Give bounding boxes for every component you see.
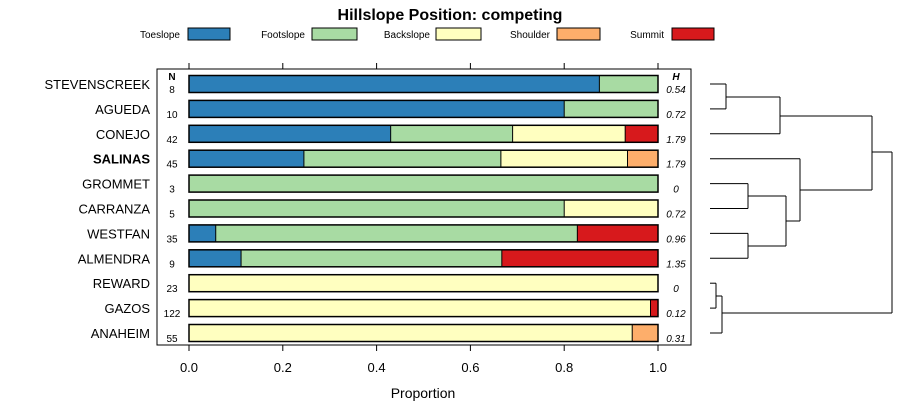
bar-outline-stevenscreek (188, 74, 659, 94)
category-label-westfan: WESTFAN (87, 226, 150, 241)
x-tick-label: 1.0 (649, 360, 667, 375)
bar-outline-conejo (188, 124, 659, 144)
h-label-agueda: 0.72 (666, 110, 686, 121)
n-label-grommet: 3 (169, 185, 175, 196)
category-label-reward: REWARD (93, 276, 150, 291)
legend-swatch-backslope (435, 27, 482, 41)
panel-frame (156, 68, 692, 346)
n-label-gazos: 122 (164, 309, 181, 320)
legend-label-backslope: Backslope (384, 30, 431, 41)
bar-segment-westfan-toeslope (189, 224, 216, 242)
legend-label-shoulder: Shoulder (510, 30, 551, 41)
h-label-conejo: 1.79 (666, 135, 686, 146)
category-label-stevenscreek: STEVENSCREEK (45, 77, 151, 92)
h-header: H (672, 72, 680, 83)
x-tick-label: 0.6 (461, 360, 479, 375)
legend-swatch-shoulder (556, 27, 601, 41)
legend: Toeslope Footslope Backslope Shoulder Summit (140, 27, 715, 41)
category-label-grommet: GROMMET (82, 177, 150, 192)
category-label-agueda: AGUEDA (95, 102, 150, 117)
h-label-stevenscreek: 0.54 (666, 85, 686, 96)
category-label-almendra: ALMENDRA (78, 251, 151, 266)
bar-segment-agueda-footslope (564, 100, 658, 118)
bar-segment-gazos-backslope (189, 299, 651, 317)
h-label-anaheim: 0.31 (666, 334, 685, 345)
bar-segment-stevenscreek-toeslope (189, 75, 600, 93)
x-tick-label: 0.2 (274, 360, 292, 375)
bar-segment-westfan-summit (577, 224, 658, 242)
bar-segment-salinas-backslope (500, 150, 628, 168)
bar-outline-agueda (188, 99, 659, 119)
n-label-carranza: 5 (169, 210, 175, 221)
bar-segment-gazos-summit (650, 299, 658, 317)
chart-title: Hillslope Position: competing (338, 7, 563, 24)
h-label-westfan: 0.96 (666, 234, 686, 245)
n-label-salinas: 45 (166, 160, 178, 171)
legend-label-toeslope: Toeslope (140, 30, 180, 41)
legend-swatch-footslope (311, 27, 358, 41)
bar-segment-salinas-footslope (303, 150, 501, 168)
x-tick-label: 0.8 (555, 360, 573, 375)
bar-segment-salinas-shoulder (627, 150, 658, 168)
plot-panel: N H 0.0 0.2 0.4 0.6 0.8 1.0 STEVENSCREEK 8 0.54 AGU… (45, 63, 692, 375)
x-tick-label: 0.0 (180, 360, 198, 375)
bar-outline-reward (188, 273, 659, 293)
bar-segment-almendra-toeslope (189, 249, 242, 267)
x-tick-label: 0.4 (368, 360, 386, 375)
bar-segment-conejo-backslope (512, 125, 626, 143)
bar-outline-almendra (188, 249, 659, 268)
bar-segment-salinas-toeslope (189, 150, 304, 168)
h-label-grommet: 0 (673, 185, 679, 196)
legend-swatch-toeslope (187, 27, 231, 41)
legend-label-summit: Summit (630, 30, 664, 41)
category-label-conejo: CONEJO (96, 127, 150, 142)
h-label-reward: 0 (673, 284, 679, 295)
bar-segment-almendra-summit (501, 249, 658, 267)
bar-outline-grommet (188, 174, 659, 193)
x-axis-title: Proportion (391, 385, 456, 401)
bar-segment-anaheim-backslope (189, 324, 633, 342)
category-label-carranza: CARRANZA (78, 202, 150, 217)
category-label-anaheim: ANAHEIM (91, 326, 150, 341)
legend-label-footslope: Footslope (261, 30, 305, 41)
bar-segment-grommet-footslope (189, 175, 658, 193)
dendrogram (710, 83, 893, 334)
bar-segment-westfan-footslope (215, 224, 578, 242)
bar-segment-carranza-footslope (189, 200, 565, 217)
bar-segment-almendra-footslope (241, 249, 502, 267)
bar-segment-conejo-footslope (390, 125, 513, 143)
h-label-almendra: 1.35 (666, 259, 686, 270)
bar-outline-salinas (188, 149, 659, 168)
category-label-salinas: SALINAS (93, 152, 150, 167)
n-label-almendra: 9 (169, 259, 175, 270)
h-label-carranza: 0.72 (666, 210, 686, 221)
h-label-gazos: 0.12 (666, 309, 686, 320)
bar-outline-gazos (188, 298, 659, 318)
n-label-agueda: 10 (166, 110, 178, 121)
bar-segment-conejo-summit (625, 125, 658, 143)
bar-outline-carranza (188, 199, 659, 218)
legend-swatch-summit (671, 27, 715, 41)
bar-segment-agueda-toeslope (189, 100, 565, 118)
h-label-salinas: 1.79 (666, 160, 686, 171)
n-label-stevenscreek: 8 (169, 85, 175, 96)
bar-segment-reward-backslope (189, 274, 658, 292)
n-label-conejo: 42 (166, 135, 178, 146)
category-label-gazos: GAZOS (104, 301, 150, 316)
bar-segment-carranza-backslope (564, 200, 658, 217)
bar-segment-stevenscreek-footslope (599, 75, 658, 93)
n-label-westfan: 35 (166, 234, 178, 245)
bar-segment-conejo-toeslope (189, 125, 391, 143)
bar-outline-westfan (188, 224, 659, 243)
bar-segment-anaheim-shoulder (632, 324, 658, 342)
n-label-anaheim: 55 (166, 334, 178, 345)
n-label-reward: 23 (166, 284, 178, 295)
bar-outline-anaheim (188, 323, 659, 343)
n-header: N (168, 72, 175, 83)
